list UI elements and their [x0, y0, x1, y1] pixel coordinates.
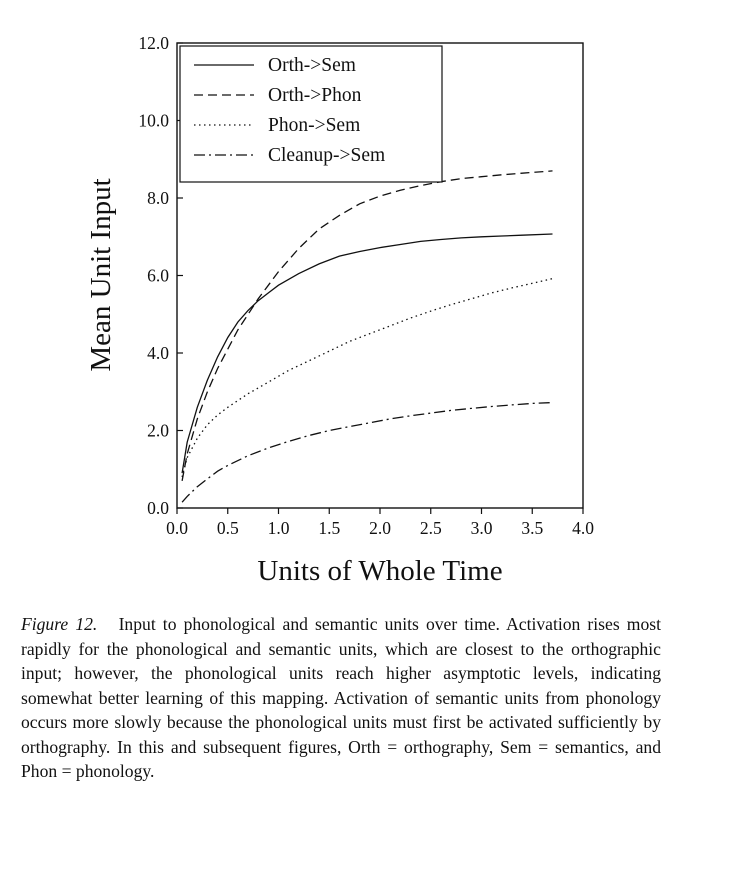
series-line-3 [181, 277, 553, 478]
legend: Orth->Sem Orth->Phon Phon->Sem Cleanup->Sem [179, 45, 443, 183]
y-tick-label: 12.0 [138, 33, 169, 53]
y-tick-label: 4.0 [147, 343, 169, 363]
legend-label: Phon->Sem [268, 115, 360, 136]
y-tick-label: 0.0 [147, 498, 169, 518]
y-tick-label: 10.0 [138, 111, 169, 131]
x-tick-label: 3.5 [521, 518, 543, 538]
legend-box [179, 45, 443, 183]
line-chart: 0.0 0.5 1.0 1.5 2.0 2.5 3.0 3.5 4.0 0.0 2.0 4.0 6.0 8… [85, 33, 594, 587]
series-line-1 [181, 233, 553, 474]
y-tick-label: 8.0 [147, 188, 169, 208]
legend-label: Orth->Sem [268, 55, 356, 76]
caption-label: Figure 12. [21, 614, 98, 634]
series-layer [181, 170, 553, 503]
y-axis-label: Mean Unit Input [85, 178, 117, 371]
axis-ticks: 0.0 0.5 1.0 1.5 2.0 2.5 3.0 3.5 4.0 0.0 2.0 4.0 6.0 8… [138, 33, 594, 538]
y-tick-label: 6.0 [147, 266, 169, 286]
legend-label: Orth->Phon [268, 85, 362, 106]
x-tick-label: 0.0 [166, 518, 188, 538]
x-axis-label: Units of Whole Time [257, 555, 502, 587]
legend-label: Cleanup->Sem [268, 145, 385, 166]
x-tick-label: 2.0 [369, 518, 391, 538]
x-tick-label: 2.5 [420, 518, 442, 538]
x-tick-label: 1.0 [268, 518, 290, 538]
figure-caption: Figure 12. Input to phonological and sem… [21, 612, 661, 784]
series-line-4 [181, 401, 553, 503]
x-tick-label: 0.5 [217, 518, 239, 538]
series-line-2 [181, 170, 553, 482]
x-tick-label: 4.0 [572, 518, 594, 538]
x-tick-label: 3.0 [471, 518, 493, 538]
caption-text: Input to phonological and semantic units… [21, 614, 661, 781]
x-tick-label: 1.5 [318, 518, 340, 538]
y-tick-label: 2.0 [147, 421, 169, 441]
